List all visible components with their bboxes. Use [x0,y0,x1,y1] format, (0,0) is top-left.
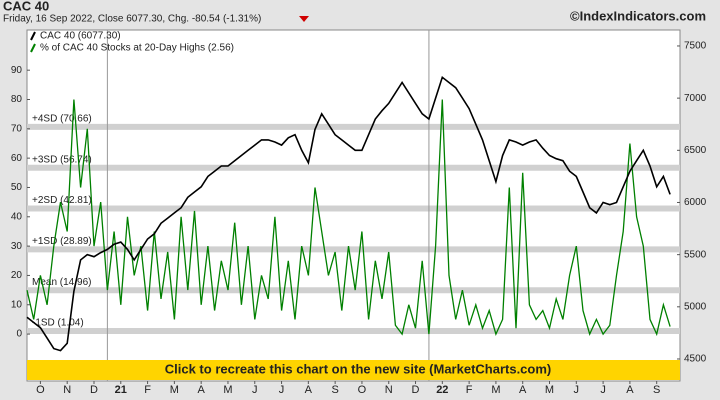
plot-area [26,29,681,382]
x-tick-label: D [90,384,98,396]
y2-tick-label: 6500 [684,145,707,156]
x-tick-label: O [358,384,367,396]
x-tick-label: S [331,384,338,396]
sd-band-label: +2SD (42.81) [32,195,92,206]
x-tick-label: J [252,384,258,396]
y2-tick-label: 5000 [684,301,707,312]
y-tick-label: 10 [11,299,23,310]
x-tick-label: N [385,384,393,396]
y-tick-label: 20 [11,270,23,281]
x-tick-label: J [279,384,285,396]
legend-swatch [30,31,36,41]
x-tick-label: O [36,384,45,396]
banner-background[interactable] [27,360,680,380]
y2-tick-label: 5500 [684,249,707,260]
y2-tick-label: 4500 [684,354,707,365]
sd-band-label: Mean (14.96) [32,277,91,288]
banner-link[interactable]: Click to recreate this chart on the new … [165,361,552,376]
y-tick-label: 70 [11,123,23,134]
y2-tick-label: 6000 [684,197,707,208]
down-arrow [299,16,309,22]
x-tick-label: M [170,384,179,396]
legend-label: % of CAC 40 Stocks at 20-Day Highs (2.56… [40,43,234,54]
x-tick-label: A [519,384,527,396]
x-tick-label: J [600,384,606,396]
y2-tick-label: 7500 [684,41,707,52]
y2-tick-label: 7000 [684,93,707,104]
x-tick-label: M [545,384,554,396]
x-tick-label: M [491,384,500,396]
y-tick-label: 50 [11,182,23,193]
chart-subtitle: Friday, 16 Sep 2022, Close 6077.30, Chg.… [3,14,261,25]
x-tick-label: J [574,384,580,396]
x-tick-label: S [653,384,660,396]
legend-label: CAC 40 (6077.30) [40,31,121,42]
series-line [26,75,671,352]
sd-band-label: +1SD (28.89) [32,236,92,247]
x-tick-label: 21 [115,384,127,396]
x-tick-label: F [144,384,151,396]
legend-swatch [30,43,36,53]
y-tick-label: 60 [11,153,23,164]
y-tick-label: 30 [11,241,23,252]
x-tick-label: A [197,384,205,396]
x-tick-label: F [466,384,473,396]
x-tick-label: D [412,384,420,396]
sd-band-label: +4SD (70.66) [32,114,92,125]
sd-band-label: +3SD (56.74) [32,154,92,165]
y-tick-label: 0 [16,329,22,340]
series-line [26,99,671,337]
y-tick-label: 40 [11,211,23,222]
x-tick-label: A [626,384,634,396]
x-tick-label: N [63,384,71,396]
y-tick-label: 90 [11,65,23,76]
source: ©IndexIndicators.com [570,8,706,23]
x-tick-label: M [223,384,232,396]
y-tick-label: 80 [11,94,23,105]
x-tick-label: A [305,384,313,396]
sd-band-label: -1SD (1.04) [32,318,84,329]
chart-title: CAC 40 [3,0,49,13]
x-tick-label: 22 [436,384,448,396]
